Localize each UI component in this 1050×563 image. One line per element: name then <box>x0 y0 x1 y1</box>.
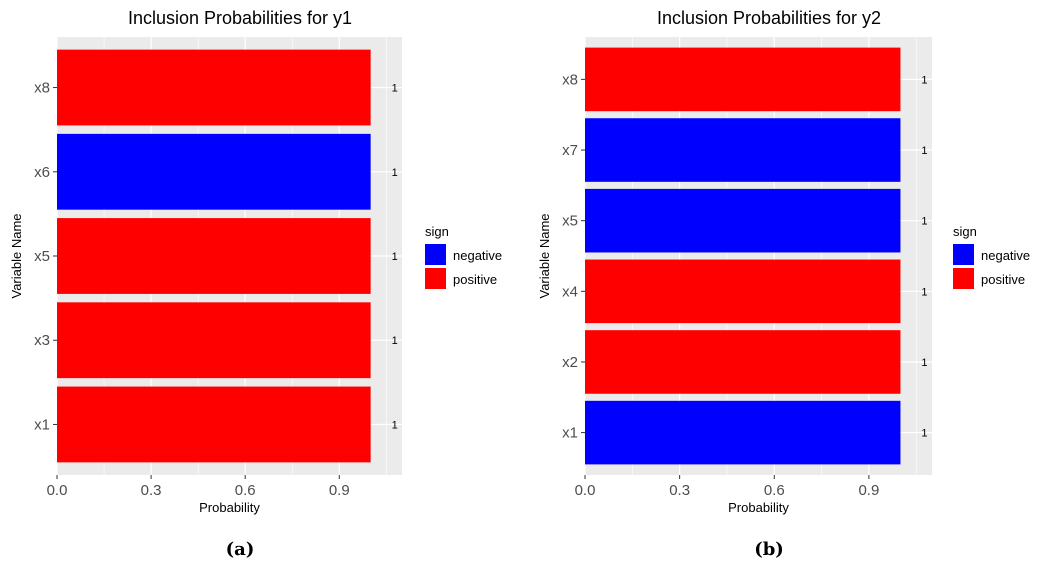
bar-value-label: 1 <box>921 74 927 86</box>
bar-value-label: 1 <box>392 167 398 179</box>
legend-label-negative: negative <box>981 248 1030 263</box>
chart-panel-1: 1 1 1 1 1 x1 x3 x5 x6 x8 0.0 0.3 0.6 0.9 Inclusion Pro… <box>9 8 502 560</box>
bar-value-label: 1 <box>921 286 927 298</box>
legend-label-positive: positive <box>981 272 1025 287</box>
legend-key-positive <box>425 268 446 289</box>
chart-title: Inclusion Probabilities for y2 <box>657 8 881 28</box>
y-tick-label: x1 <box>562 425 578 442</box>
y-tick-label: x1 <box>34 416 50 433</box>
legend-key-negative <box>425 244 446 265</box>
x-tick-label: 0.0 <box>47 482 68 499</box>
y-tick-label: x4 <box>562 283 578 300</box>
y-tick-label: x5 <box>34 248 50 265</box>
bar-value-label: 1 <box>392 335 398 347</box>
y-tick-label: x2 <box>562 354 578 371</box>
x-tick-label: 0.6 <box>764 482 785 499</box>
bar-x6 <box>57 133 371 210</box>
x-tick-label: 0.9 <box>858 482 879 499</box>
bar-value-label: 1 <box>921 145 927 157</box>
bar-x5 <box>57 218 371 294</box>
legend-title: sign <box>953 224 977 239</box>
chart-title: Inclusion Probabilities for y1 <box>128 8 352 28</box>
x-tick-label: 0.9 <box>329 482 350 499</box>
bar-value-label: 1 <box>921 428 927 440</box>
legend-key-negative <box>953 244 974 265</box>
bar-x1 <box>585 400 901 465</box>
legend: sign negative positive <box>953 224 1030 289</box>
bar-x7 <box>585 118 901 182</box>
bar-x8 <box>585 47 901 112</box>
chart-panel-2: 1 1 1 1 1 1 x1 x2 x4 x5 x7 x8 0.0 0.3 0.6 0.9 Inclusion … <box>537 8 1030 560</box>
y-tick-label: x8 <box>562 71 578 88</box>
bar-x1 <box>57 386 371 463</box>
y-axis-title: Variable Name <box>9 213 24 298</box>
bar-x4 <box>585 259 901 324</box>
y-tick-label: x6 <box>34 164 50 181</box>
y-tick-label: x7 <box>562 142 578 159</box>
bar-x5 <box>585 188 901 253</box>
bar-x8 <box>57 49 371 126</box>
bar-x2 <box>585 330 901 394</box>
x-axis-title: Probability <box>728 500 789 515</box>
y-tick-label: x8 <box>34 80 50 97</box>
x-tick-label: 0.6 <box>235 482 256 499</box>
x-tick-label: 0.0 <box>575 482 596 499</box>
x-tick-label: 0.3 <box>141 482 162 499</box>
bar-x3 <box>57 302 371 379</box>
bar-value-label: 1 <box>392 419 398 431</box>
legend-label-negative: negative <box>453 248 502 263</box>
legend-label-positive: positive <box>453 272 497 287</box>
y-tick-label: x5 <box>562 213 578 230</box>
bar-value-label: 1 <box>392 83 398 95</box>
legend: sign negative positive <box>425 224 502 289</box>
bar-value-label: 1 <box>921 216 927 228</box>
y-axis-title: Variable Name <box>537 213 552 298</box>
subfigure-caption: (b) <box>754 539 784 560</box>
legend-key-positive <box>953 268 974 289</box>
bar-value-label: 1 <box>392 251 398 263</box>
x-axis-title: Probability <box>199 500 260 515</box>
subfigure-caption: (a) <box>226 539 255 560</box>
legend-title: sign <box>425 224 449 239</box>
y-tick-label: x3 <box>34 332 50 349</box>
x-tick-label: 0.3 <box>669 482 690 499</box>
bar-value-label: 1 <box>921 357 927 369</box>
